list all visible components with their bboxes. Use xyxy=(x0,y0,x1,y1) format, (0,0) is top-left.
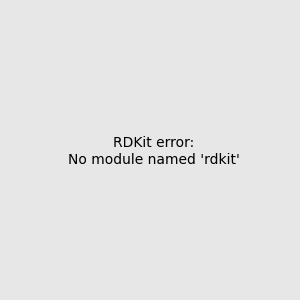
Text: RDKit error:
No module named 'rdkit': RDKit error: No module named 'rdkit' xyxy=(68,136,240,166)
